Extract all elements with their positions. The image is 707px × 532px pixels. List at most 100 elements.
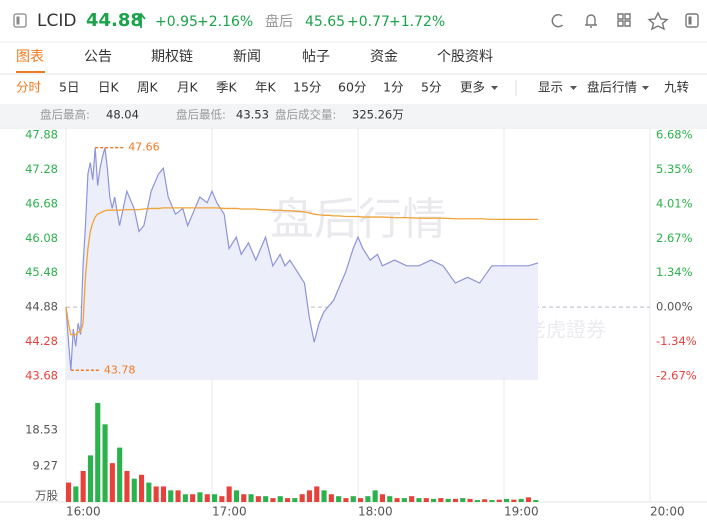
stat-value: 43.53 [236,108,269,122]
volume-bar [109,463,115,502]
annotation-label: 43.78 [104,363,136,376]
price-line [65,147,539,371]
period-button[interactable]: 1分 [383,80,403,95]
period-button[interactable]: 5分 [421,80,441,95]
volume-bar [438,498,444,502]
dropdown-arrow [570,86,577,90]
grid-icon[interactable] [617,13,631,27]
volume-bar [95,402,101,502]
period-button[interactable]: 月K [177,80,199,95]
y2-tick-label: 1.34% [656,265,693,279]
volume-bar [299,494,305,502]
y-tick-label: 46.08 [25,231,58,245]
volume-bar [504,498,510,502]
after-hours-price: 45.65 [305,14,345,30]
sidebar-icon[interactable] [13,13,27,28]
tab[interactable]: 公告 [84,49,112,65]
x-tick-label: 18:00 [358,505,393,519]
volume-bar [343,498,349,502]
volume-bar [182,494,188,502]
volume-bar [358,498,364,502]
volume-bar [131,478,137,502]
stat-value: 48.04 [106,108,139,122]
tab[interactable]: 资金 [370,49,398,65]
alert-icon[interactable] [585,14,597,28]
y-tick-label: 47.28 [25,162,58,176]
volume-bar [168,490,174,502]
volume-bar [241,494,247,502]
volume-bar [423,498,429,502]
x-tick-label: 16:00 [66,505,101,519]
tab[interactable]: 图表 [16,49,44,65]
volume-tick-label: 9.27 [32,458,58,472]
dropdown-arrow [642,86,649,90]
tab[interactable]: 个股资料 [437,49,493,65]
y-tick-label: 44.28 [25,334,58,348]
volume-bar [73,486,79,502]
volume-bar [533,500,539,502]
volume-bar [263,496,269,502]
stat-label: 盘后最低: [176,108,226,122]
volume-bar [394,498,400,502]
period-button[interactable]: 更多 [460,80,485,95]
panel-icon[interactable] [685,13,699,28]
volume-bar [102,424,108,502]
volume-bar [314,486,320,502]
period-button[interactable]: 周K [137,80,159,95]
volume-bar [401,498,407,502]
brand-watermark: 老虎證券 [526,318,606,342]
y2-tick-label: 0.00% [656,300,693,314]
toolbar-button[interactable]: 盘后行情 [587,80,637,95]
volume-bar [153,486,159,502]
volume-bar [387,496,393,502]
volume-bar [460,498,466,502]
tab-underline [16,71,45,73]
period-button[interactable]: 60分 [338,80,366,95]
period-button[interactable]: 季K [216,80,238,95]
period-button[interactable]: 15分 [293,80,321,95]
x-tick-label: 20:00 [650,505,685,519]
tab[interactable]: 期权链 [151,49,193,65]
star-icon[interactable] [647,11,669,31]
volume-bar [139,474,145,502]
volume-bar [416,498,422,502]
volume-bar [204,494,210,502]
volume-bar [409,496,415,502]
volume-bar [328,494,334,502]
annotation-label: 47.66 [128,141,160,154]
x-tick-label: 17:00 [212,505,247,519]
toolbar-button[interactable]: 九转 [664,80,689,95]
volume-bar [248,494,254,502]
period-button[interactable]: 日K [98,80,120,95]
tab[interactable]: 帖子 [302,49,330,65]
volume-bar [175,490,181,502]
after-hours-label: 盘后 [265,13,293,30]
period-button[interactable]: 5日 [59,80,79,95]
y-tick-label: 45.48 [25,265,58,279]
period-button[interactable]: 年K [255,80,277,95]
toolbar-button[interactable]: 显示 [538,80,563,95]
y-tick-label: 46.68 [25,196,58,210]
volume-bar [525,497,532,502]
volume-bar [445,498,451,502]
volume-bar [482,499,488,502]
symbol: LCID [37,11,76,31]
period-button[interactable]: 分时 [16,80,42,95]
volume-bar [80,470,86,502]
volume-bar [197,492,203,502]
volume-bar [379,494,386,502]
y2-tick-label: 4.01% [656,196,693,210]
volume-bar [160,486,167,502]
stat-label: 盘后成交量: [275,108,336,122]
volume-tick-label: 18.53 [25,423,58,437]
tab[interactable]: 新闻 [233,49,261,65]
refresh-icon[interactable] [551,14,563,28]
volume-bar [146,482,152,502]
volume-bar [226,486,232,502]
price: 44.88 [86,10,143,31]
volume-bar [124,470,130,502]
volume-bar [306,490,313,502]
change-pct: +2.16% [197,14,253,30]
y2-tick-label: 5.35% [656,162,693,176]
